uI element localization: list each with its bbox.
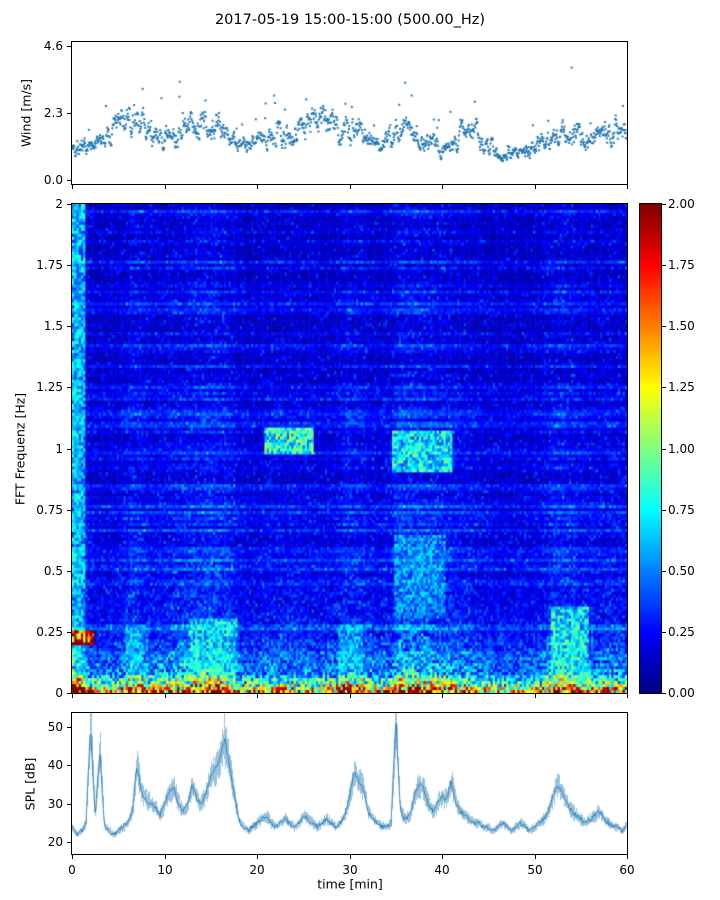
tick-mark	[67, 449, 71, 450]
tick-mark	[67, 326, 71, 327]
tick-mark	[67, 180, 71, 181]
colorbar-tick-label: 1.25	[668, 380, 695, 394]
tick-mark	[67, 727, 71, 728]
spl-line-plot	[72, 713, 627, 854]
tick-mark	[442, 185, 443, 189]
tick-mark	[350, 185, 351, 189]
tick-mark	[662, 449, 666, 450]
tick-mark	[662, 510, 666, 511]
y-tick-label: 1	[55, 442, 63, 456]
tick-mark	[662, 387, 666, 388]
tick-mark	[67, 804, 71, 805]
tick-mark	[442, 855, 443, 859]
y-tick-label: 0.5	[43, 564, 63, 578]
y-tick-label: 1.25	[36, 380, 63, 394]
tick-mark	[67, 571, 71, 572]
tick-mark	[257, 855, 258, 859]
tick-mark	[257, 694, 258, 698]
wind-scatter-panel	[71, 41, 628, 185]
y-tick-label: 0	[55, 686, 63, 700]
tick-mark	[662, 326, 666, 327]
tick-mark	[442, 694, 443, 698]
spectrogram-heatmap	[72, 204, 627, 693]
colorbar-tick-label: 1.75	[668, 258, 695, 272]
spectrogram-panel	[71, 203, 628, 694]
tick-mark	[257, 185, 258, 189]
time-x-axis-label: time [min]	[317, 876, 383, 892]
y-tick-label: 0.0	[43, 173, 63, 187]
tick-mark	[350, 855, 351, 859]
y-tick-label: 2.3	[43, 106, 63, 120]
colorbar-tick-label: 0.75	[668, 503, 695, 517]
tick-mark	[627, 855, 628, 859]
y-tick-label: 0.75	[36, 503, 63, 517]
wind-scatter-plot	[72, 42, 627, 184]
tick-mark	[67, 113, 71, 114]
x-tick-label: 30	[342, 863, 358, 877]
y-tick-label: 50	[47, 720, 63, 734]
tick-mark	[535, 694, 536, 698]
tick-mark	[662, 204, 666, 205]
y-tick-label: 1.5	[43, 319, 63, 333]
tick-mark	[67, 387, 71, 388]
tick-mark	[165, 694, 166, 698]
tick-mark	[72, 185, 73, 189]
colorbar-tick-label: 0.25	[668, 625, 695, 639]
tick-mark	[72, 855, 73, 859]
colorbar-tick-label: 0.00	[668, 686, 695, 700]
tick-mark	[662, 693, 666, 694]
y-tick-label: 2	[55, 197, 63, 211]
y-tick-label: 1.75	[36, 258, 63, 272]
tick-mark	[165, 855, 166, 859]
tick-mark	[627, 185, 628, 189]
y-tick-label: 4.6	[43, 39, 63, 53]
tick-mark	[535, 855, 536, 859]
x-tick-label: 0	[68, 863, 76, 877]
tick-mark	[67, 842, 71, 843]
x-tick-label: 60	[619, 863, 635, 877]
figure-title: 2017-05-19 15:00-15:00 (500.00_Hz)	[214, 12, 486, 28]
y-tick-label: 20	[47, 835, 63, 849]
tick-mark	[627, 694, 628, 698]
tick-mark	[67, 693, 71, 694]
colorbar-tick-label: 1.00	[668, 442, 695, 456]
x-tick-label: 10	[157, 863, 173, 877]
tick-mark	[350, 694, 351, 698]
x-tick-label: 20	[249, 863, 265, 877]
spl-line-panel	[71, 712, 628, 855]
tick-mark	[67, 765, 71, 766]
tick-mark	[535, 185, 536, 189]
x-tick-label: 50	[527, 863, 543, 877]
y-tick-label: 0.25	[36, 625, 63, 639]
tick-mark	[67, 632, 71, 633]
colorbar-tick-label: 1.50	[668, 319, 695, 333]
colorbar-tick-label: 0.50	[668, 564, 695, 578]
colorbar-tick-label: 2.00	[668, 197, 695, 211]
tick-mark	[67, 204, 71, 205]
tick-mark	[67, 46, 71, 47]
tick-mark	[662, 571, 666, 572]
y-tick-label: 30	[47, 797, 63, 811]
tick-mark	[165, 185, 166, 189]
tick-mark	[67, 265, 71, 266]
tick-mark	[72, 694, 73, 698]
x-tick-label: 40	[434, 863, 450, 877]
tick-mark	[662, 632, 666, 633]
colorbar-gradient	[640, 204, 661, 693]
colorbar	[639, 203, 662, 694]
tick-mark	[662, 265, 666, 266]
tick-mark	[67, 510, 71, 511]
y-tick-label: 40	[47, 758, 63, 772]
